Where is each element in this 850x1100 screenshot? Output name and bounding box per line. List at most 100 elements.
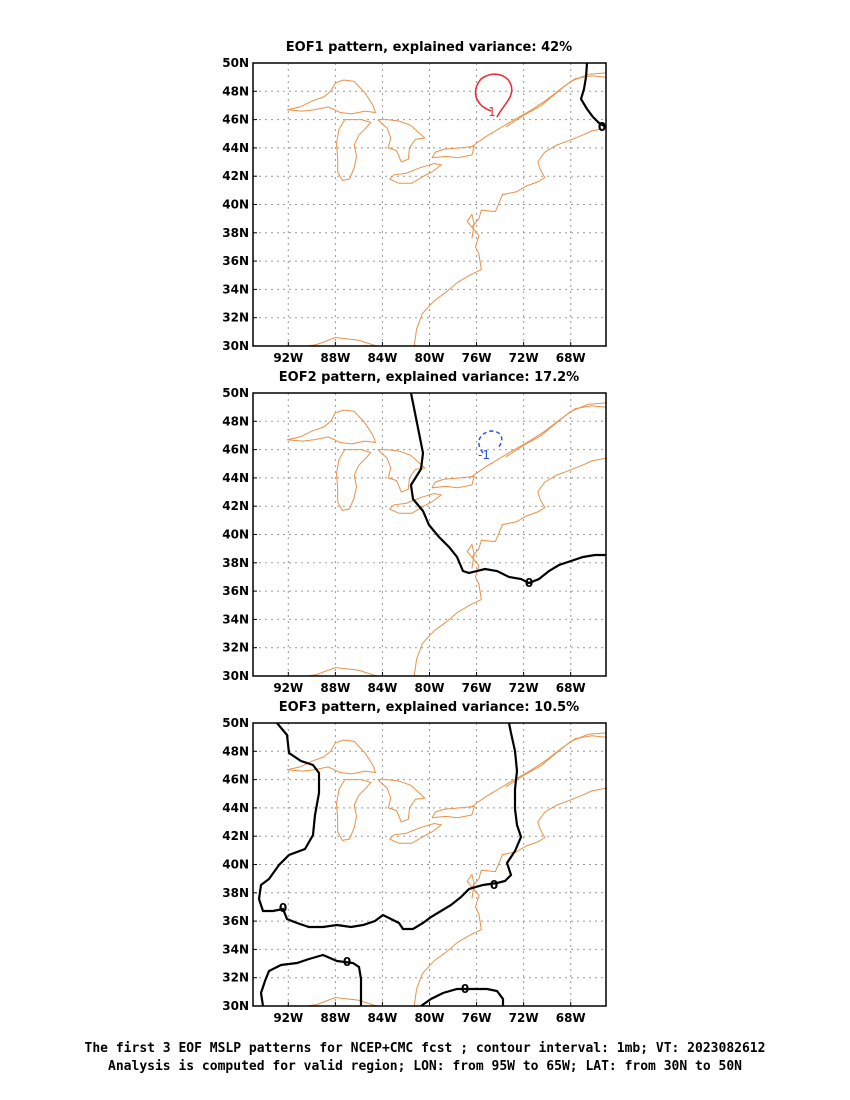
lon-tick-label: 84W: [367, 681, 397, 695]
coastline: [377, 119, 426, 163]
coastline: [431, 145, 475, 159]
lon-tick-label: 92W: [273, 351, 303, 365]
eof1-grid: [253, 63, 606, 346]
eof1-title: EOF1 pattern, explained variance: 42%: [286, 40, 572, 55]
coastline: [431, 805, 475, 819]
eof1-lon-labels: 92W 88W 84W 80W 76W 72W 68W: [273, 342, 586, 365]
lat-tick-label: 44N: [222, 471, 249, 485]
lon-tick-label: 84W: [367, 351, 397, 365]
eof3-map-area: 0 0 0 0: [253, 723, 606, 1006]
coastline: [303, 336, 377, 346]
eof2-title: EOF2 pattern, explained variance: 17.2%: [279, 370, 579, 385]
eof2-coastlines: [286, 402, 606, 676]
lat-tick-label: 46N: [222, 113, 249, 127]
lat-tick-label: 38N: [222, 556, 249, 570]
coastline: [471, 461, 494, 477]
coastline: [505, 72, 606, 128]
eof1-panel: EOF1 pattern, explained variance: 42% 1 …: [222, 40, 607, 365]
eof3-panel: EOF3 pattern, explained variance: 10.5% …: [222, 700, 607, 1025]
lat-tick-label: 32N: [222, 311, 249, 325]
eof2-lon-labels: 92W 88W 84W 80W 76W 72W 68W: [273, 672, 586, 695]
caption-line-2: Analysis is computed for valid region; L…: [108, 1059, 742, 1074]
eof3-lat-labels: 50N 48N 46N 44N 42N 40N 38N 36N 34N 32N 30N: [222, 716, 257, 1013]
coastline: [505, 402, 606, 458]
coastline: [286, 79, 377, 115]
eof1-contour-label-1: 1: [488, 105, 496, 119]
lat-tick-label: 50N: [222, 56, 249, 70]
eof3-zero-line-west: [257, 723, 523, 931]
coastline: [466, 213, 475, 239]
eof3-lon-labels: 92W 88W 84W 80W 76W 72W 68W: [273, 1002, 586, 1025]
lat-tick-label: 36N: [222, 254, 249, 268]
coastline: [471, 791, 494, 807]
lat-tick-label: 30N: [222, 669, 249, 683]
lat-tick-label: 50N: [222, 386, 249, 400]
eof2-zero-label: 0: [525, 576, 533, 590]
eof3-zero-line-southeast: [420, 987, 505, 1006]
coastline: [471, 131, 494, 147]
eof3-title: EOF3 pattern, explained variance: 10.5%: [279, 700, 579, 715]
lon-tick-label: 76W: [462, 1011, 492, 1025]
lat-tick-label: 32N: [222, 641, 249, 655]
lat-tick-label: 36N: [222, 584, 249, 598]
lat-tick-label: 46N: [222, 773, 249, 787]
lon-tick-label: 68W: [556, 1011, 586, 1025]
coastline: [490, 735, 606, 795]
coastline: [377, 779, 426, 823]
lon-tick-label: 72W: [509, 1011, 539, 1025]
eof1-zero-label: 0: [598, 120, 606, 134]
lat-tick-label: 42N: [222, 829, 249, 843]
eof1-contour-positive-1: [474, 73, 513, 118]
eof2-lat-labels: 50N 48N 46N 44N 42N 40N 38N 36N 34N 32N 30N: [222, 386, 257, 683]
lon-tick-label: 68W: [556, 681, 586, 695]
lat-tick-label: 34N: [222, 282, 249, 296]
coastline: [335, 119, 372, 181]
coastline: [286, 739, 377, 775]
eof3-coastlines: [286, 732, 606, 1006]
coastline: [505, 732, 606, 788]
lat-tick-label: 38N: [222, 886, 249, 900]
eof1-coastlines: [286, 72, 606, 346]
lat-tick-label: 30N: [222, 999, 249, 1013]
lon-tick-label: 72W: [509, 351, 539, 365]
lon-tick-label: 76W: [462, 351, 492, 365]
lat-tick-label: 44N: [222, 141, 249, 155]
eof1-map-area: 1 0: [253, 63, 606, 346]
lat-tick-label: 48N: [222, 84, 249, 98]
lon-tick-label: 76W: [462, 681, 492, 695]
eof1-zero-line: [579, 63, 606, 128]
lat-tick-label: 34N: [222, 612, 249, 626]
coastline: [413, 787, 606, 1006]
lat-tick-label: 42N: [222, 499, 249, 513]
lon-tick-label: 80W: [415, 351, 445, 365]
eof2-map-area: -1 0: [253, 393, 606, 676]
lat-tick-label: 44N: [222, 801, 249, 815]
eof3-zero-label-4: 0: [461, 982, 469, 996]
coastline: [466, 873, 475, 899]
lon-tick-label: 92W: [273, 681, 303, 695]
caption-line-1: The first 3 EOF MSLP patterns for NCEP+C…: [84, 1041, 766, 1056]
lat-tick-label: 36N: [222, 914, 249, 928]
coastline: [335, 449, 372, 511]
lon-tick-label: 88W: [320, 351, 350, 365]
coastline: [303, 666, 377, 676]
eof2-contour-negative-1: [478, 430, 503, 454]
lat-tick-label: 42N: [222, 169, 249, 183]
coastline: [413, 127, 606, 346]
lat-tick-label: 34N: [222, 942, 249, 956]
lat-tick-label: 50N: [222, 716, 249, 730]
lat-tick-label: 46N: [222, 443, 249, 457]
lon-tick-label: 84W: [367, 1011, 397, 1025]
coastline: [490, 75, 606, 135]
lon-tick-label: 88W: [320, 681, 350, 695]
eof2-panel: EOF2 pattern, explained variance: 17.2% …: [222, 370, 607, 695]
coastline: [431, 475, 475, 489]
coastline: [389, 162, 443, 184]
eof3-zero-label-2: 0: [490, 878, 498, 892]
eof2-contour-label-neg1: -1: [478, 448, 490, 462]
lon-tick-label: 68W: [556, 351, 586, 365]
eof3-zero-label-1: 0: [279, 901, 287, 915]
lat-tick-label: 40N: [222, 858, 249, 872]
lat-tick-label: 48N: [222, 414, 249, 428]
